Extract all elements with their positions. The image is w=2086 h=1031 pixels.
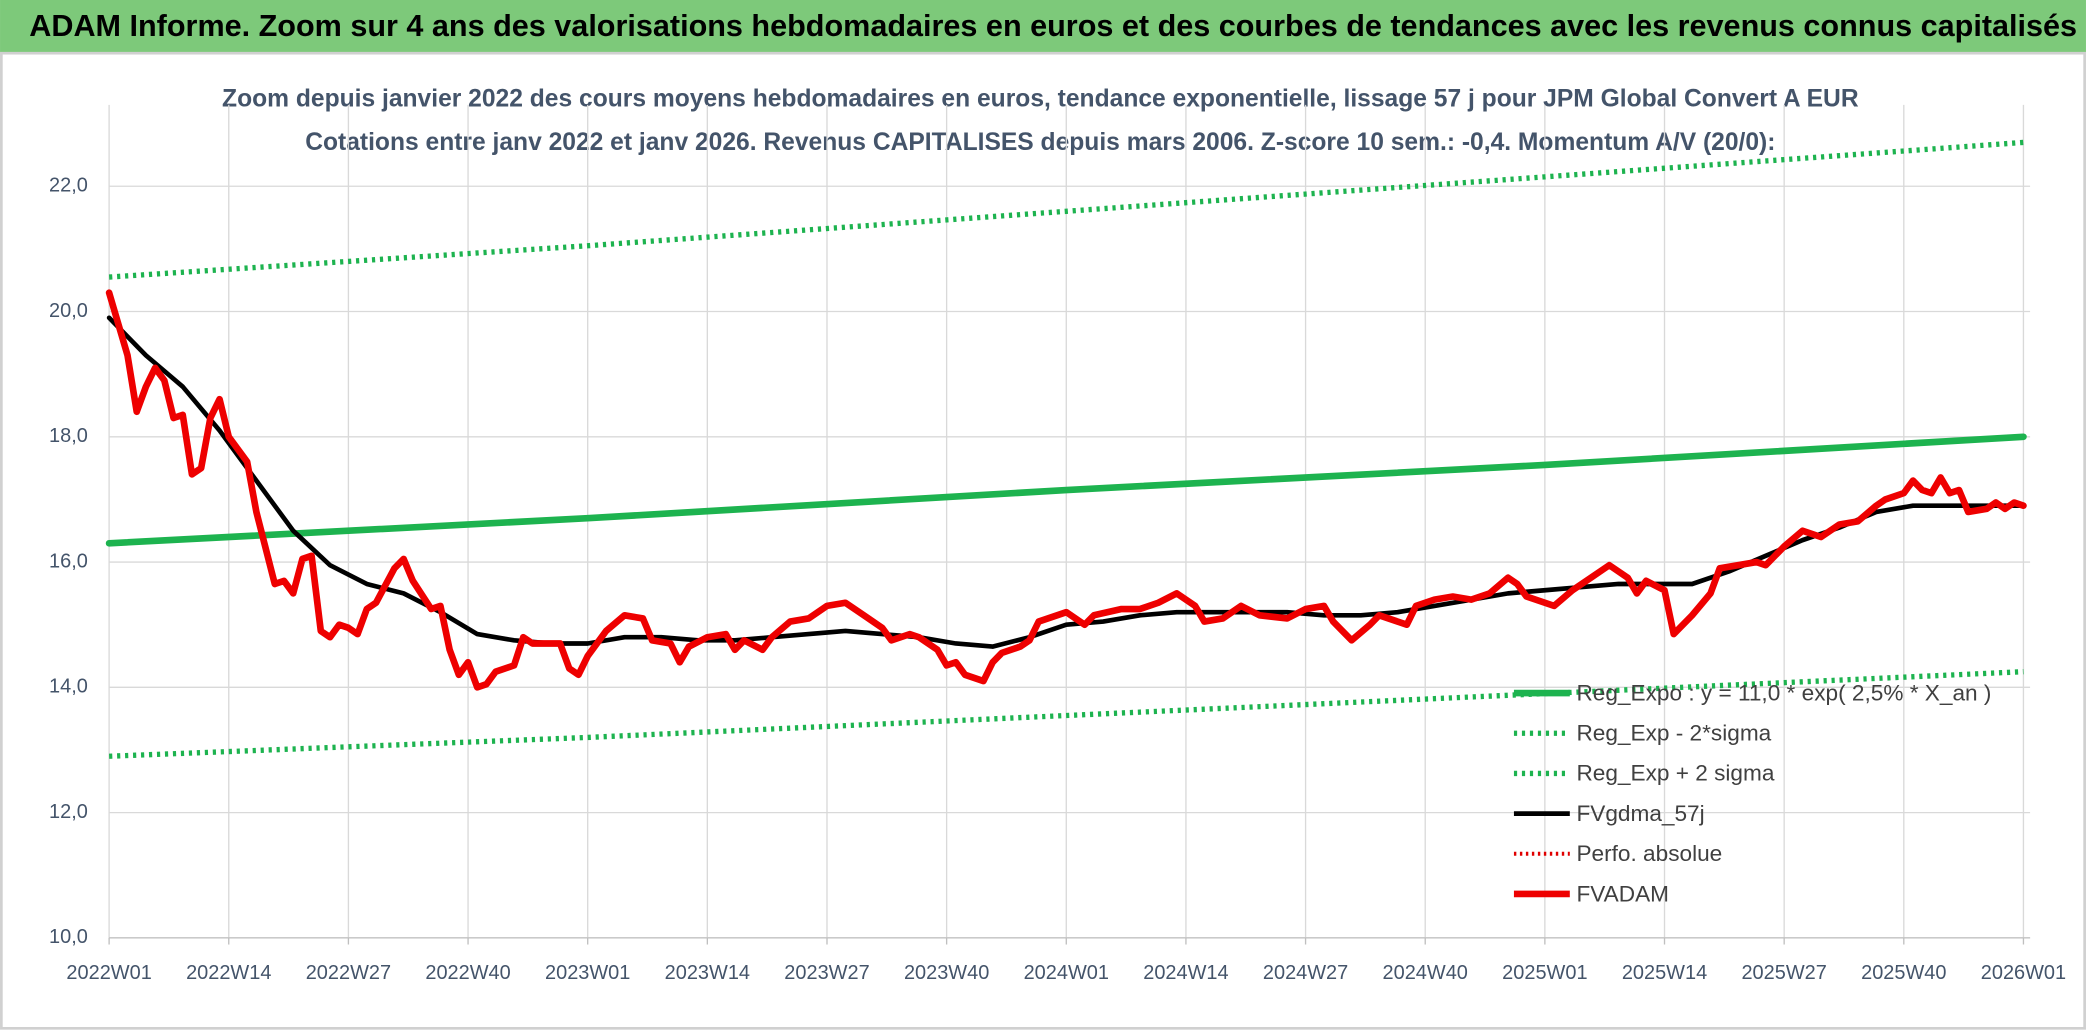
x-tick-label: 2024W01 (1024, 962, 1109, 984)
x-tick-label: 2023W14 (665, 962, 750, 984)
x-tick-label: 2025W40 (1861, 962, 1946, 984)
y-tick-label: 12,0 (49, 801, 88, 823)
y-tick-label: 14,0 (49, 676, 88, 698)
x-tick-label: 2025W01 (1502, 962, 1587, 984)
title-bar (0, 0, 2086, 54)
legend-label: FVgdma_57j (1576, 801, 1704, 826)
legend-label: Reg_Exp + 2 sigma (1576, 761, 1774, 786)
x-tick-label: 2025W27 (1741, 962, 1826, 984)
subtitle: Zoom depuis janvier 2022 des cours moyen… (222, 85, 1859, 112)
y-tick-label: 20,0 (49, 300, 88, 322)
x-tick-label: 2025W14 (1622, 962, 1707, 984)
y-tick-label: 10,0 (49, 926, 88, 948)
series-line (109, 669, 2024, 759)
legend-label: FVADAM (1576, 881, 1669, 906)
x-tick-label: 2024W40 (1383, 962, 1468, 984)
x-tick-label: 2024W14 (1143, 962, 1228, 984)
series-line (105, 433, 2027, 547)
y-tick-label: 18,0 (49, 425, 88, 447)
legend-label: Perfo. absolue (1576, 841, 1722, 866)
x-tick-label: 2022W40 (425, 962, 510, 984)
legend-label: Reg_Exp - 2*sigma (1576, 721, 1771, 746)
x-tick-label: 2023W40 (904, 962, 989, 984)
x-tick-label: 2024W27 (1263, 962, 1348, 984)
series-line (105, 289, 2027, 691)
legend-label: Reg_Expo : y = 11,0 * exp( 2,5% * X_an ) (1576, 680, 1991, 705)
x-tick-label: 2022W14 (186, 962, 271, 984)
x-tick-label: 2023W27 (784, 962, 869, 984)
x-tick-label: 2022W27 (306, 962, 391, 984)
x-tick-label: 2022W01 (66, 962, 151, 984)
x-tick-label: 2026W01 (1981, 962, 2066, 984)
y-tick-label: 22,0 (49, 175, 88, 197)
subtitle: Cotations entre janv 2022 et janv 2026. … (305, 129, 1775, 156)
series-line (108, 139, 2024, 280)
chart-border (0, 51, 2086, 1030)
x-tick-label: 2023W01 (545, 962, 630, 984)
y-tick-label: 16,0 (49, 550, 88, 572)
chart-title: ADAM Informe. Zoom sur 4 ans des valoris… (29, 9, 2077, 43)
